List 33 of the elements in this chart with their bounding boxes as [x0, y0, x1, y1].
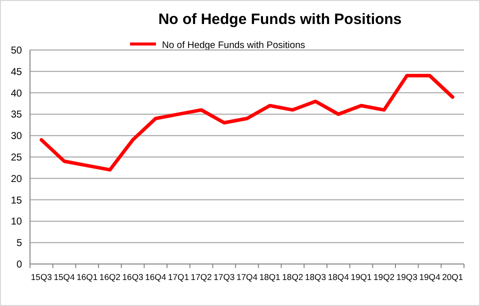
x-tick-label: 17Q4: [236, 272, 258, 282]
x-tick-label: 19Q4: [419, 272, 440, 282]
x-tick-label: 19Q2: [374, 272, 395, 282]
y-tick-label: 25: [10, 152, 22, 164]
chart-title: No of Hedge Funds with Positions: [158, 11, 402, 28]
y-tick-label: 0: [16, 260, 22, 270]
x-tick-label: 17Q1: [168, 272, 190, 282]
x-tick-label: 15Q3: [30, 272, 52, 282]
x-tick-label: 18Q2: [282, 272, 304, 282]
x-tick-label: 16Q3: [122, 272, 144, 282]
y-tick-label: 45: [10, 66, 22, 78]
x-tick-label: 20Q1: [442, 272, 464, 282]
y-tick-label: 50: [10, 46, 22, 56]
y-tick-label: 20: [10, 174, 22, 185]
y-tick-label: 5: [16, 238, 22, 250]
x-tick-label: 15Q4: [54, 272, 75, 282]
y-tick-label: 35: [10, 110, 22, 121]
y-tick-label: 10: [10, 216, 22, 228]
x-tick-label: 17Q2: [190, 272, 212, 282]
x-tick-label: 18Q1: [259, 272, 281, 282]
x-tick-label: 17Q3: [214, 272, 235, 282]
y-tick-label: 30: [10, 131, 22, 142]
x-tick-label: 19Q1: [350, 272, 372, 282]
y-tick-label: 15: [10, 195, 22, 206]
x-tick-label: 16Q1: [76, 272, 98, 282]
x-tick-label: 19Q3: [396, 272, 418, 282]
y-tick-label: 40: [10, 88, 22, 100]
x-tick-label: 18Q4: [328, 272, 350, 282]
legend-label: No of Hedge Funds with Positions: [162, 40, 306, 51]
x-tick-label: 16Q4: [145, 272, 166, 282]
line-series: [40, 74, 454, 172]
x-tick-label: 16Q2: [99, 272, 121, 282]
x-tick-label: 18Q3: [305, 272, 326, 282]
